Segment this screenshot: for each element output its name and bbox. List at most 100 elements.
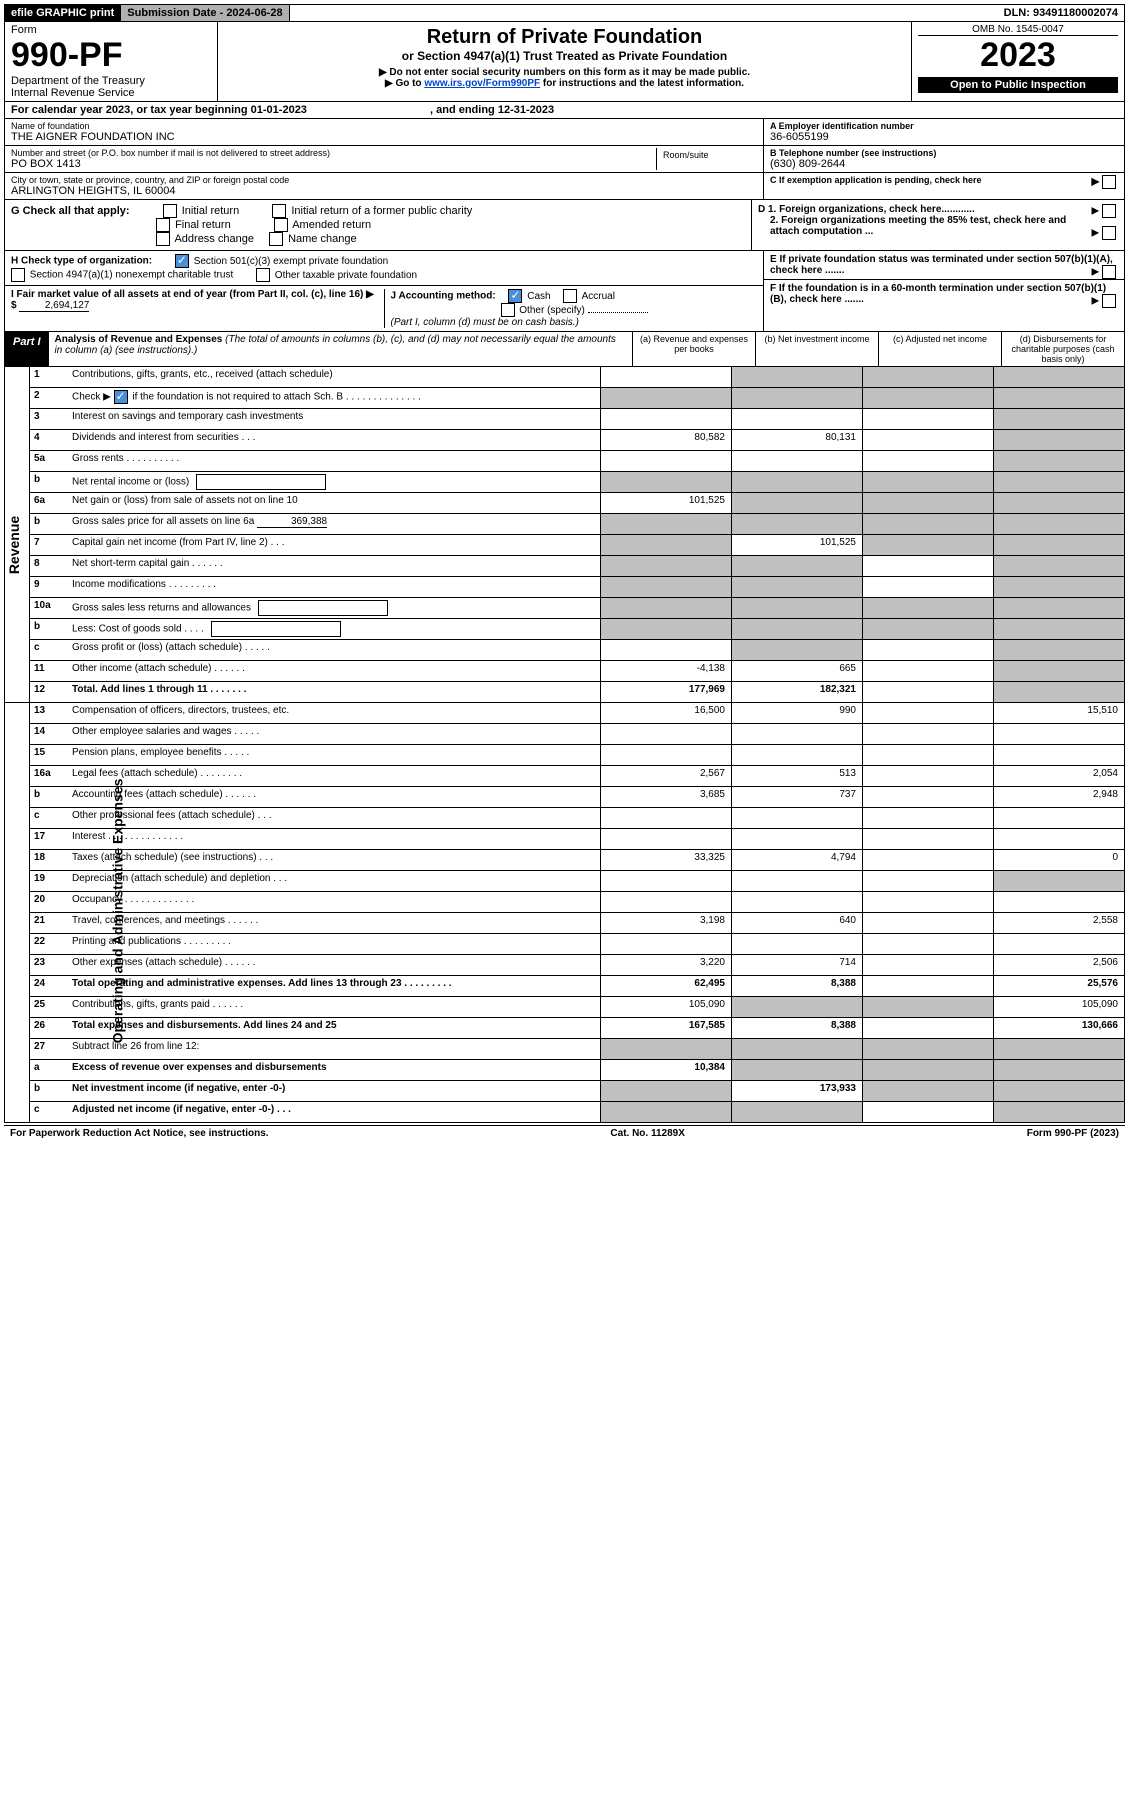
foundation-name-label: Name of foundation bbox=[11, 121, 757, 131]
line-num: 9 bbox=[30, 577, 68, 597]
line-num: 2 bbox=[30, 388, 68, 408]
line-desc: Dividends and interest from securities .… bbox=[68, 430, 601, 450]
line-num: 27 bbox=[30, 1039, 68, 1059]
g-label: G Check all that apply: bbox=[11, 205, 130, 217]
chk-amended[interactable] bbox=[274, 218, 288, 232]
line-num: b bbox=[30, 787, 68, 807]
line-num: 13 bbox=[30, 703, 68, 723]
chk-d2[interactable] bbox=[1102, 226, 1116, 240]
j-note: (Part I, column (d) must be on cash basi… bbox=[391, 317, 579, 328]
chk-other-taxable[interactable] bbox=[256, 268, 270, 282]
line-num: b bbox=[30, 619, 68, 639]
cal-begin: 01-01-2023 bbox=[251, 104, 307, 116]
opt-name-change: Name change bbox=[288, 233, 357, 245]
calendar-year-row: For calendar year 2023, or tax year begi… bbox=[4, 102, 1125, 119]
r6b-text: Gross sales price for all assets on line… bbox=[72, 516, 254, 527]
ein-label: A Employer identification number bbox=[770, 121, 1118, 131]
line-desc: Total expenses and disbursements. Add li… bbox=[68, 1018, 601, 1038]
amt-d: 2,506 bbox=[994, 955, 1124, 975]
chk-cash[interactable] bbox=[508, 289, 522, 303]
opt-accrual: Accrual bbox=[582, 291, 615, 302]
note-link-row: ▶ Go to www.irs.gov/Form990PF for instru… bbox=[224, 78, 905, 89]
city-label: City or town, state or province, country… bbox=[11, 175, 757, 185]
line-desc: Gross sales less returns and allowances bbox=[68, 598, 601, 618]
tax-year: 2023 bbox=[918, 36, 1118, 75]
form-link[interactable]: www.irs.gov/Form990PF bbox=[424, 78, 540, 89]
exemption-checkbox[interactable] bbox=[1102, 175, 1116, 189]
line-num: b bbox=[30, 472, 68, 492]
amt-d: 2,558 bbox=[994, 913, 1124, 933]
address-label: Number and street (or P.O. box number if… bbox=[11, 148, 656, 158]
chk-initial-former[interactable] bbox=[272, 204, 286, 218]
line-num: 10a bbox=[30, 598, 68, 618]
amt-a: 177,969 bbox=[601, 682, 732, 702]
foundation-name: THE AIGNER FOUNDATION INC bbox=[11, 131, 757, 143]
amt-b: 714 bbox=[732, 955, 863, 975]
chk-501c3[interactable] bbox=[175, 254, 189, 268]
amt-d: 105,090 bbox=[994, 997, 1124, 1017]
r5b-box bbox=[196, 474, 326, 490]
opt-amended: Amended return bbox=[292, 219, 371, 231]
dept: Department of the Treasury bbox=[11, 75, 211, 87]
opt-other-taxable: Other taxable private foundation bbox=[275, 270, 417, 281]
line-num: 5a bbox=[30, 451, 68, 471]
line-num: 26 bbox=[30, 1018, 68, 1038]
chk-d1[interactable] bbox=[1102, 204, 1116, 218]
irs: Internal Revenue Service bbox=[11, 87, 211, 99]
chk-address[interactable] bbox=[156, 232, 170, 246]
chk-e[interactable] bbox=[1102, 265, 1116, 279]
amt-a: 16,500 bbox=[601, 703, 732, 723]
amt-a: 105,090 bbox=[601, 997, 732, 1017]
expenses-label: Operating and Administrative Expenses bbox=[109, 779, 125, 1044]
chk-4947[interactable] bbox=[11, 268, 25, 282]
dln: DLN: 93491180002074 bbox=[998, 5, 1124, 21]
address-value: PO BOX 1413 bbox=[11, 158, 656, 170]
footer-left: For Paperwork Reduction Act Notice, see … bbox=[10, 1128, 269, 1139]
form-title: Return of Private Foundation bbox=[224, 26, 905, 49]
expenses-table: Operating and Administrative Expenses 13… bbox=[4, 703, 1125, 1123]
line-desc: Gross sales price for all assets on line… bbox=[68, 514, 601, 534]
amt-b: 8,388 bbox=[732, 1018, 863, 1038]
chk-initial[interactable] bbox=[163, 204, 177, 218]
line-num: 19 bbox=[30, 871, 68, 891]
phone-value: (630) 809-2644 bbox=[770, 158, 1118, 170]
chk-final[interactable] bbox=[156, 218, 170, 232]
line-desc: Adjusted net income (if negative, enter … bbox=[68, 1102, 601, 1122]
chk-schb[interactable] bbox=[114, 390, 128, 404]
chk-name-change[interactable] bbox=[269, 232, 283, 246]
name-address-block: Name of foundation THE AIGNER FOUNDATION… bbox=[4, 119, 1125, 200]
opt-cash: Cash bbox=[527, 291, 550, 302]
line-num: 12 bbox=[30, 682, 68, 702]
other-specify-line bbox=[588, 312, 648, 313]
ein-value: 36-6055199 bbox=[770, 131, 1118, 143]
line-desc: Net gain or (loss) from sale of assets n… bbox=[68, 493, 601, 513]
note2-pre: ▶ Go to bbox=[385, 78, 424, 89]
line-desc: Less: Cost of goods sold . . . . bbox=[68, 619, 601, 639]
amt-d: 2,054 bbox=[994, 766, 1124, 786]
line-num: 7 bbox=[30, 535, 68, 555]
line-desc: Compensation of officers, directors, tru… bbox=[68, 703, 601, 723]
amt-a: -4,138 bbox=[601, 661, 732, 681]
line-num: 8 bbox=[30, 556, 68, 576]
fmv-value: 2,694,127 bbox=[19, 300, 89, 312]
part1-title: Analysis of Revenue and Expenses bbox=[55, 334, 223, 345]
note2-post: for instructions and the latest informat… bbox=[540, 78, 744, 89]
chk-other-method[interactable] bbox=[501, 303, 515, 317]
amt-a: 10,384 bbox=[601, 1060, 732, 1080]
chk-accrual[interactable] bbox=[563, 289, 577, 303]
line-num: 21 bbox=[30, 913, 68, 933]
amt-a: 3,198 bbox=[601, 913, 732, 933]
amt-a: 80,582 bbox=[601, 430, 732, 450]
line-desc: Occupancy . . . . . . . . . . . . . bbox=[68, 892, 601, 912]
cal-pre: For calendar year 2023, or tax year begi… bbox=[11, 104, 251, 116]
cal-end: 12-31-2023 bbox=[498, 104, 554, 116]
line-desc: Accounting fees (attach schedule) . . . … bbox=[68, 787, 601, 807]
chk-f[interactable] bbox=[1102, 294, 1116, 308]
amt-b: 8,388 bbox=[732, 976, 863, 996]
line-desc: Net short-term capital gain . . . . . . bbox=[68, 556, 601, 576]
opt-final: Final return bbox=[175, 219, 231, 231]
line-num: 18 bbox=[30, 850, 68, 870]
omb-number: OMB No. 1545-0047 bbox=[918, 24, 1118, 36]
amt-b: 640 bbox=[732, 913, 863, 933]
opt-address: Address change bbox=[174, 233, 254, 245]
